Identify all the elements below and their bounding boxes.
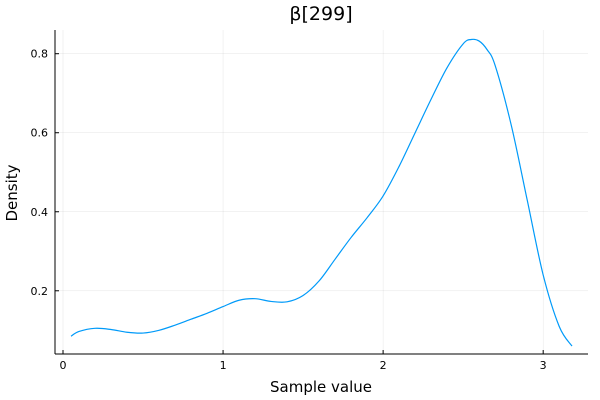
series-group	[70, 38, 573, 347]
y-tick-label: 0.8	[31, 48, 49, 61]
axes	[54, 30, 588, 355]
y-tick-label: 0.2	[31, 285, 49, 298]
y-tick-label: 0.4	[31, 206, 49, 219]
grid-lines	[55, 30, 588, 354]
x-tick-label: 1	[220, 359, 227, 372]
chart-title: β[299]	[289, 3, 352, 25]
x-tick-label: 3	[540, 359, 547, 372]
x-axis-label: Sample value	[270, 378, 372, 396]
tick-labels: 0 1 2 3 0.2 0.4 0.6 0.8	[31, 48, 547, 372]
x-tick-label: 0	[60, 359, 67, 372]
density-series-line	[70, 38, 573, 347]
x-tick-label: 2	[380, 359, 387, 372]
y-tick-label: 0.6	[31, 127, 49, 140]
y-axis-label: Density	[3, 164, 21, 221]
